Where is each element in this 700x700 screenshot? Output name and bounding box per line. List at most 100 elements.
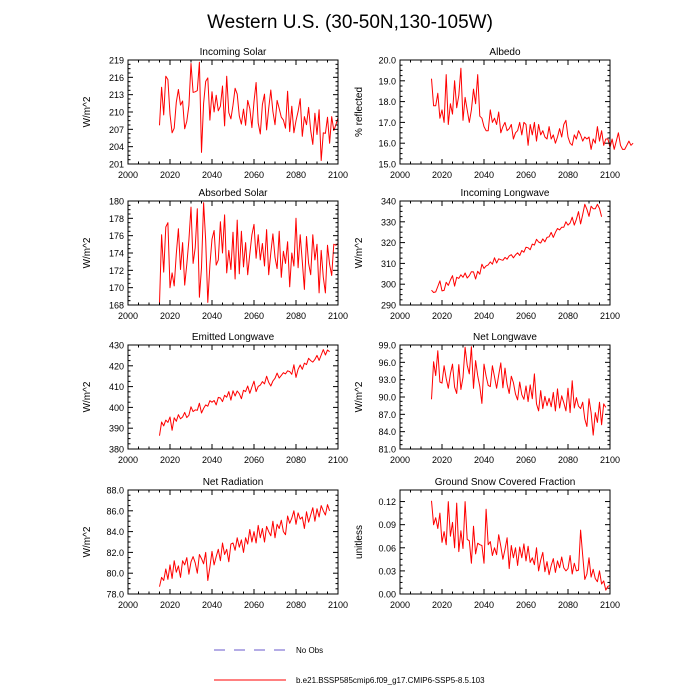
panel-ground-snow-covered-fraction: Ground Snow Covered Fraction unitless 2000…: [354, 477, 620, 610]
panel-absorbed-solar: Absorbed Solar W/m^2 2000 2020 2040 2060 2080 2…: [82, 188, 348, 321]
panel-title: Net Longwave: [473, 332, 537, 343]
x-tick-label: 2100: [600, 600, 620, 610]
panel-title: Net Radiation: [203, 477, 264, 488]
x-tick-label: 2040: [202, 455, 222, 465]
x-tick-label: 2080: [286, 170, 306, 180]
x-tick-label: 2020: [432, 170, 452, 180]
series-line: [431, 67, 634, 150]
y-tick-label: 330: [381, 217, 396, 227]
x-tick-label: 2060: [516, 600, 536, 610]
x-tick-label: 2040: [202, 600, 222, 610]
x-tick-label: 2000: [118, 455, 138, 465]
x-tick-label: 2040: [474, 311, 494, 321]
y-tick-label: 82.0: [106, 548, 124, 558]
y-tick-label: 87.0: [378, 410, 396, 420]
y-tick-label: 15.0: [378, 160, 396, 170]
y-tick-label: 180: [109, 197, 124, 207]
y-tick-label: 0.06: [378, 543, 396, 553]
series-line: [431, 500, 611, 591]
x-tick-label: 2000: [118, 311, 138, 321]
panel-net-longwave: Net Longwave W/m^2 2000 2020 2040 2060 2080 210…: [354, 332, 620, 465]
y-axis-label: W/m^2: [354, 237, 365, 268]
x-tick-label: 2080: [558, 170, 578, 180]
y-tick-label: 400: [109, 403, 124, 413]
x-tick-label: 2000: [118, 170, 138, 180]
y-tick-label: 20.0: [378, 56, 396, 66]
y-tick-label: 16.0: [378, 139, 396, 149]
y-tick-label: 207: [109, 125, 124, 135]
figure-title: Western U.S. (30-50N,130-105W): [207, 12, 493, 33]
x-tick-label: 2060: [244, 170, 264, 180]
y-tick-label: 88.0: [106, 486, 124, 496]
panel-incoming-solar: Incoming Solar W/m^2 2000 2020 2040 2060 2080 2…: [82, 47, 348, 180]
y-tick-label: 81.0: [378, 445, 396, 455]
y-tick-label: 80.0: [106, 569, 124, 579]
x-tick-label: 2100: [328, 600, 348, 610]
y-tick-label: 216: [109, 73, 124, 83]
y-axis-label: W/m^2: [354, 381, 365, 412]
x-tick-label: 2020: [160, 170, 180, 180]
x-tick-label: 2020: [160, 600, 180, 610]
x-tick-label: 2100: [600, 311, 620, 321]
y-tick-label: 96.0: [378, 358, 396, 368]
panel-grid: Incoming Solar W/m^2 2000 2020 2040 2060 2080 2…: [82, 47, 634, 610]
x-tick-label: 2040: [474, 600, 494, 610]
y-axis-label: W/m^2: [82, 237, 93, 268]
y-axis-label: unitless: [354, 525, 365, 559]
x-tick-label: 2020: [432, 311, 452, 321]
x-tick-label: 2000: [390, 600, 410, 610]
x-tick-label: 2100: [600, 170, 620, 180]
x-tick-label: 2020: [160, 311, 180, 321]
x-tick-label: 2100: [328, 170, 348, 180]
panel-title: Albedo: [489, 47, 521, 58]
panel-emitted-longwave: Emitted Longwave W/m^2 2000 2020 2040 2060 208…: [82, 332, 348, 465]
y-tick-label: 0.00: [378, 590, 396, 600]
y-tick-label: 168: [109, 301, 124, 311]
x-tick-label: 2060: [516, 170, 536, 180]
panel-title: Ground Snow Covered Fraction: [435, 477, 576, 488]
legend-model-label: b.e21.BSSP585cmip6.f09_g17.CMIP6-SSP5-8.…: [296, 676, 485, 685]
y-tick-label: 176: [109, 231, 124, 241]
x-tick-label: 2080: [286, 455, 306, 465]
y-axis-label: % reflected: [354, 87, 365, 137]
panel-title: Incoming Longwave: [461, 188, 550, 199]
y-tick-label: 340: [381, 197, 396, 207]
y-tick-label: 219: [109, 56, 124, 66]
y-tick-label: 210: [109, 108, 124, 118]
y-axis-label: W/m^2: [82, 381, 93, 412]
panel-albedo: Albedo % reflected 2000 2020 2040 2060 2080 210…: [354, 47, 634, 180]
y-tick-label: 19.0: [378, 76, 396, 86]
series-line: [159, 349, 330, 436]
y-tick-label: 84.0: [378, 427, 396, 437]
x-tick-label: 2060: [516, 455, 536, 465]
y-tick-label: 204: [109, 142, 124, 152]
y-tick-label: 290: [381, 301, 396, 311]
y-tick-label: 84.0: [106, 527, 124, 537]
y-tick-label: 0.03: [378, 566, 396, 576]
x-tick-label: 2100: [328, 455, 348, 465]
x-tick-label: 2000: [390, 455, 410, 465]
x-tick-label: 2040: [474, 455, 494, 465]
x-tick-label: 2000: [118, 600, 138, 610]
y-tick-label: 93.0: [378, 375, 396, 385]
x-tick-label: 2020: [160, 455, 180, 465]
y-tick-label: 0.12: [378, 497, 396, 507]
y-tick-label: 300: [381, 280, 396, 290]
y-tick-label: 174: [109, 249, 124, 259]
x-tick-label: 2080: [558, 600, 578, 610]
x-tick-label: 2020: [432, 600, 452, 610]
series-line: [431, 203, 603, 293]
series-line: [159, 504, 331, 587]
x-tick-label: 2080: [558, 311, 578, 321]
y-tick-label: 390: [109, 424, 124, 434]
y-tick-label: 18.0: [378, 97, 396, 107]
series-line: [431, 346, 607, 436]
y-tick-label: 178: [109, 214, 124, 224]
x-tick-label: 2000: [390, 311, 410, 321]
y-axis-label: W/m^2: [82, 96, 93, 127]
series-line: [159, 202, 339, 304]
x-tick-label: 2060: [516, 311, 536, 321]
x-tick-label: 2000: [390, 170, 410, 180]
